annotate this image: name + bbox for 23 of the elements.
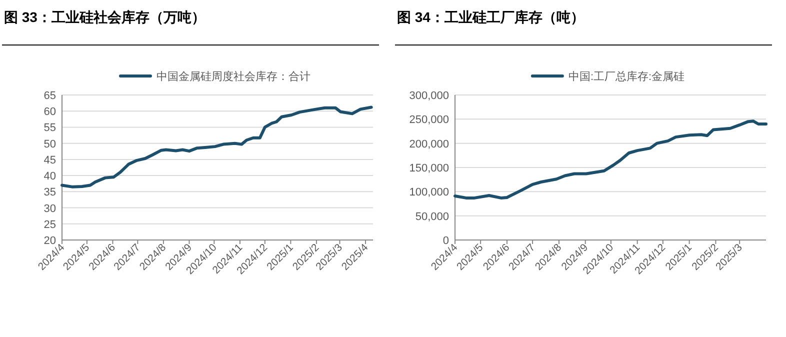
line-series xyxy=(60,106,373,188)
line-series xyxy=(454,120,768,200)
chart-title: 图 33：工业硅社会库存（万吨） xyxy=(4,9,206,25)
y-tick-label: 45 xyxy=(44,154,56,166)
y-tick-label: 250,000 xyxy=(409,114,449,126)
legend-label: 中国金属硅周度社会库存：合计 xyxy=(156,70,310,83)
y-tick-label: 300,000 xyxy=(409,90,449,102)
y-tick-label: 200,000 xyxy=(409,138,449,150)
y-tick-label: 55 xyxy=(44,122,56,134)
y-tick-label: 35 xyxy=(44,186,56,199)
y-tick-label: 20 xyxy=(44,235,56,247)
y-tick-label: 30 xyxy=(44,202,56,215)
y-tick-label: 40 xyxy=(44,170,56,183)
y-tick-label: 0 xyxy=(442,235,449,247)
y-tick-label: 65 xyxy=(44,90,56,102)
y-tick-label: 50 xyxy=(44,138,56,150)
legend-label: 中国:工厂总库存:金属硅 xyxy=(568,70,685,83)
y-tick-label: 50,000 xyxy=(415,210,449,223)
y-tick-label: 60 xyxy=(44,106,56,118)
y-tick-label: 150,000 xyxy=(409,162,449,174)
y-tick-label: 25 xyxy=(44,218,56,231)
y-tick-label: 100,000 xyxy=(409,186,449,199)
chart-title: 图 34：工业硅工厂库存（吨） xyxy=(397,9,584,25)
